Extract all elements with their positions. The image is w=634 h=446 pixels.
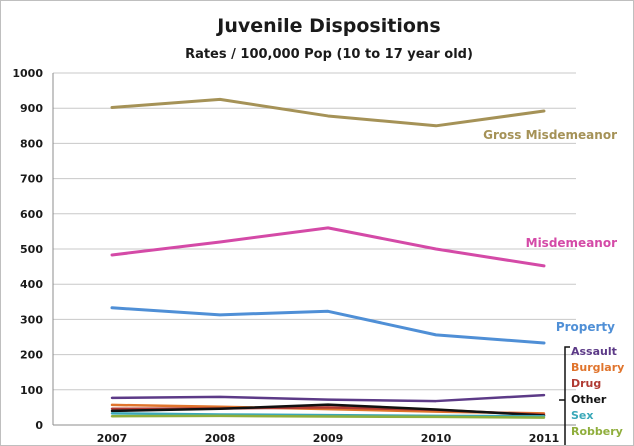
series-line-misdemeanor — [110, 226, 546, 268]
x-tick-label: 2008 — [205, 432, 236, 445]
legend-label-assault: Assault — [571, 345, 617, 358]
legend-label-other: Other — [571, 393, 607, 406]
y-tick-label: 500 — [20, 243, 43, 256]
series-layer — [110, 97, 546, 419]
x-tick-label: 2009 — [313, 432, 344, 445]
legend-bracket — [564, 346, 570, 446]
y-tick-label: 600 — [20, 208, 43, 221]
legend-label-robbery: Robbery — [571, 425, 623, 438]
series-line-assault — [110, 393, 546, 403]
series-line-property — [110, 306, 546, 345]
chart-title: Juvenile Dispositions — [215, 15, 440, 37]
x-tick-label: 2010 — [421, 432, 452, 445]
legend-label-drug: Drug — [571, 377, 601, 390]
series-line-other — [110, 403, 546, 417]
y-tick-label: 0 — [35, 419, 43, 432]
y-tick-label: 700 — [20, 173, 43, 186]
axis-layer: 0 100 200 300 400 500 600 700 800 900 1000 2007 2008… — [12, 67, 576, 445]
y-tick-label: 400 — [20, 278, 43, 291]
series-line-gross-misdemeanor — [110, 97, 546, 128]
label-layer: Gross Misdemeanor Misdemeanor Property Assa… — [483, 128, 624, 446]
y-tick-label: 300 — [20, 313, 43, 326]
series-line-robbery — [110, 414, 546, 419]
series-label-misdemeanor: Misdemeanor — [526, 236, 617, 250]
series-label-property: Property — [556, 320, 615, 334]
y-tick-label: 1000 — [12, 67, 43, 80]
legend-label-burglary: Burglary — [571, 361, 624, 374]
series-label-gross-misdemeanor: Gross Misdemeanor — [483, 128, 617, 142]
x-tick-label: 2007 — [97, 432, 128, 445]
y-tick-label: 800 — [20, 137, 43, 150]
legend-label-sex: Sex — [571, 409, 593, 422]
y-tick-label: 100 — [20, 384, 43, 397]
y-tick-label: 900 — [20, 102, 43, 115]
grid-layer — [53, 72, 576, 426]
chart-subtitle: Rates / 100,000 Pop (10 to 17 year old) — [185, 47, 473, 62]
x-tick-label: 2011 — [529, 432, 560, 445]
y-tick-label: 200 — [20, 349, 43, 362]
